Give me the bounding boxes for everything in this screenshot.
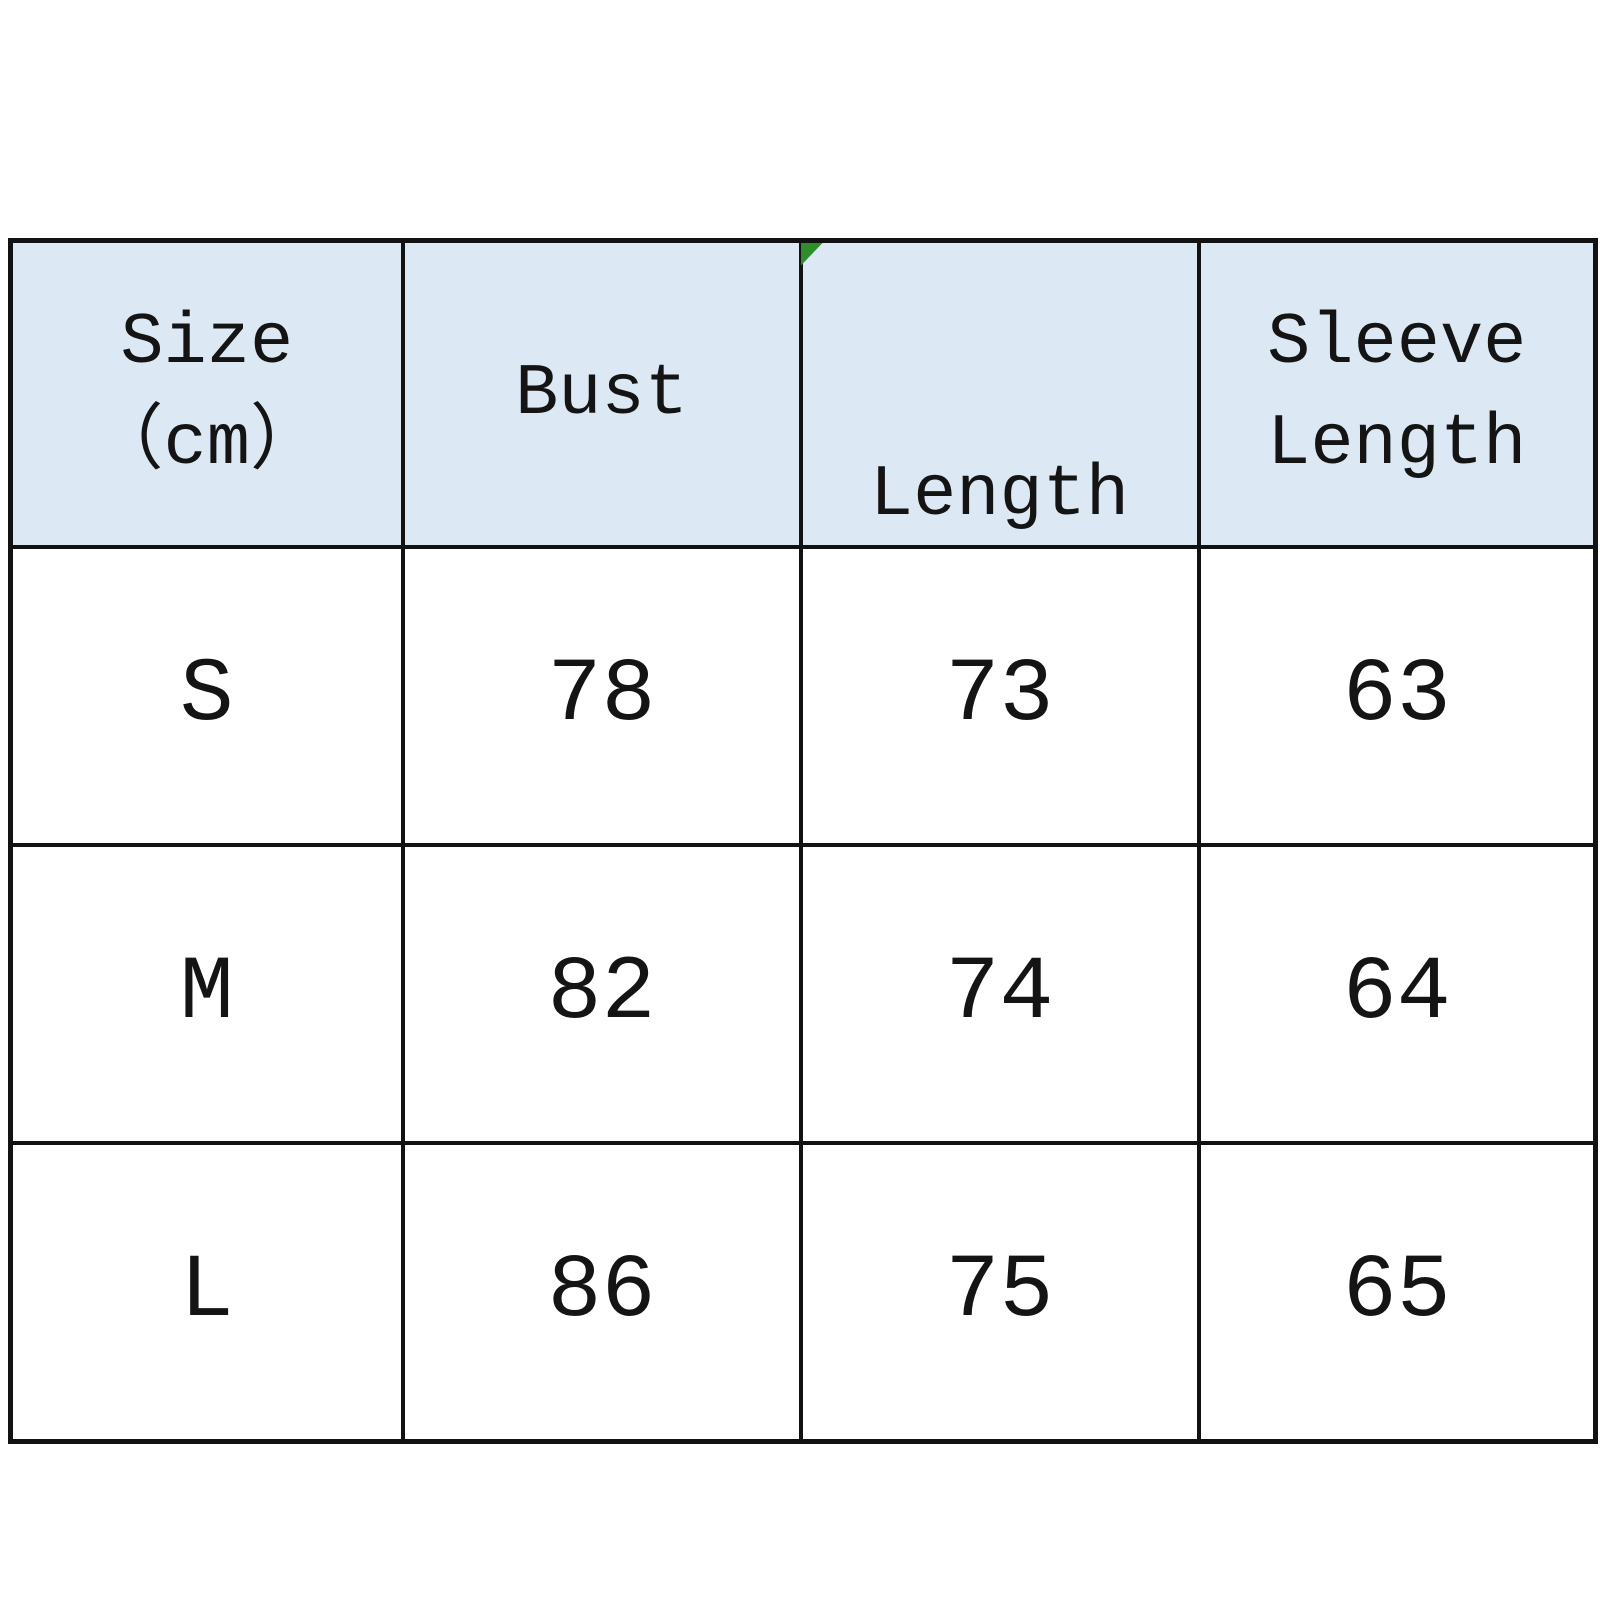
table-header-row: Size （cm） Bust Length Sleeve Length [8,238,1598,550]
table-row-s: S 78 73 63 [8,545,1598,848]
cell-bust-m: 82 [400,843,803,1146]
cell-size-l: L [8,1141,405,1444]
cell-size-s: S [8,545,405,848]
header-sleeve-length: Sleeve Length [1196,238,1598,550]
size-chart-table: Size （cm） Bust Length Sleeve Length S 78… [8,238,1598,1445]
cell-length-m: 74 [798,843,1201,1146]
header-bust: Bust [400,238,803,550]
cell-bust-l: 86 [400,1141,803,1444]
cell-bust-s: 78 [400,545,803,848]
header-size-cm: Size （cm） [8,238,405,550]
header-length: Length [798,238,1201,550]
cell-sleeve-m: 64 [1196,843,1598,1146]
cell-length-s: 73 [798,545,1201,848]
green-corner-triangle-icon [800,243,823,266]
cell-length-l: 75 [798,1141,1201,1444]
table-row-m: M 82 74 64 [8,843,1598,1146]
table-row-l: L 86 75 65 [8,1141,1598,1444]
cell-size-m: M [8,843,405,1146]
cell-sleeve-s: 63 [1196,545,1598,848]
cell-sleeve-l: 65 [1196,1141,1598,1444]
header-length-label: Length [869,453,1130,536]
